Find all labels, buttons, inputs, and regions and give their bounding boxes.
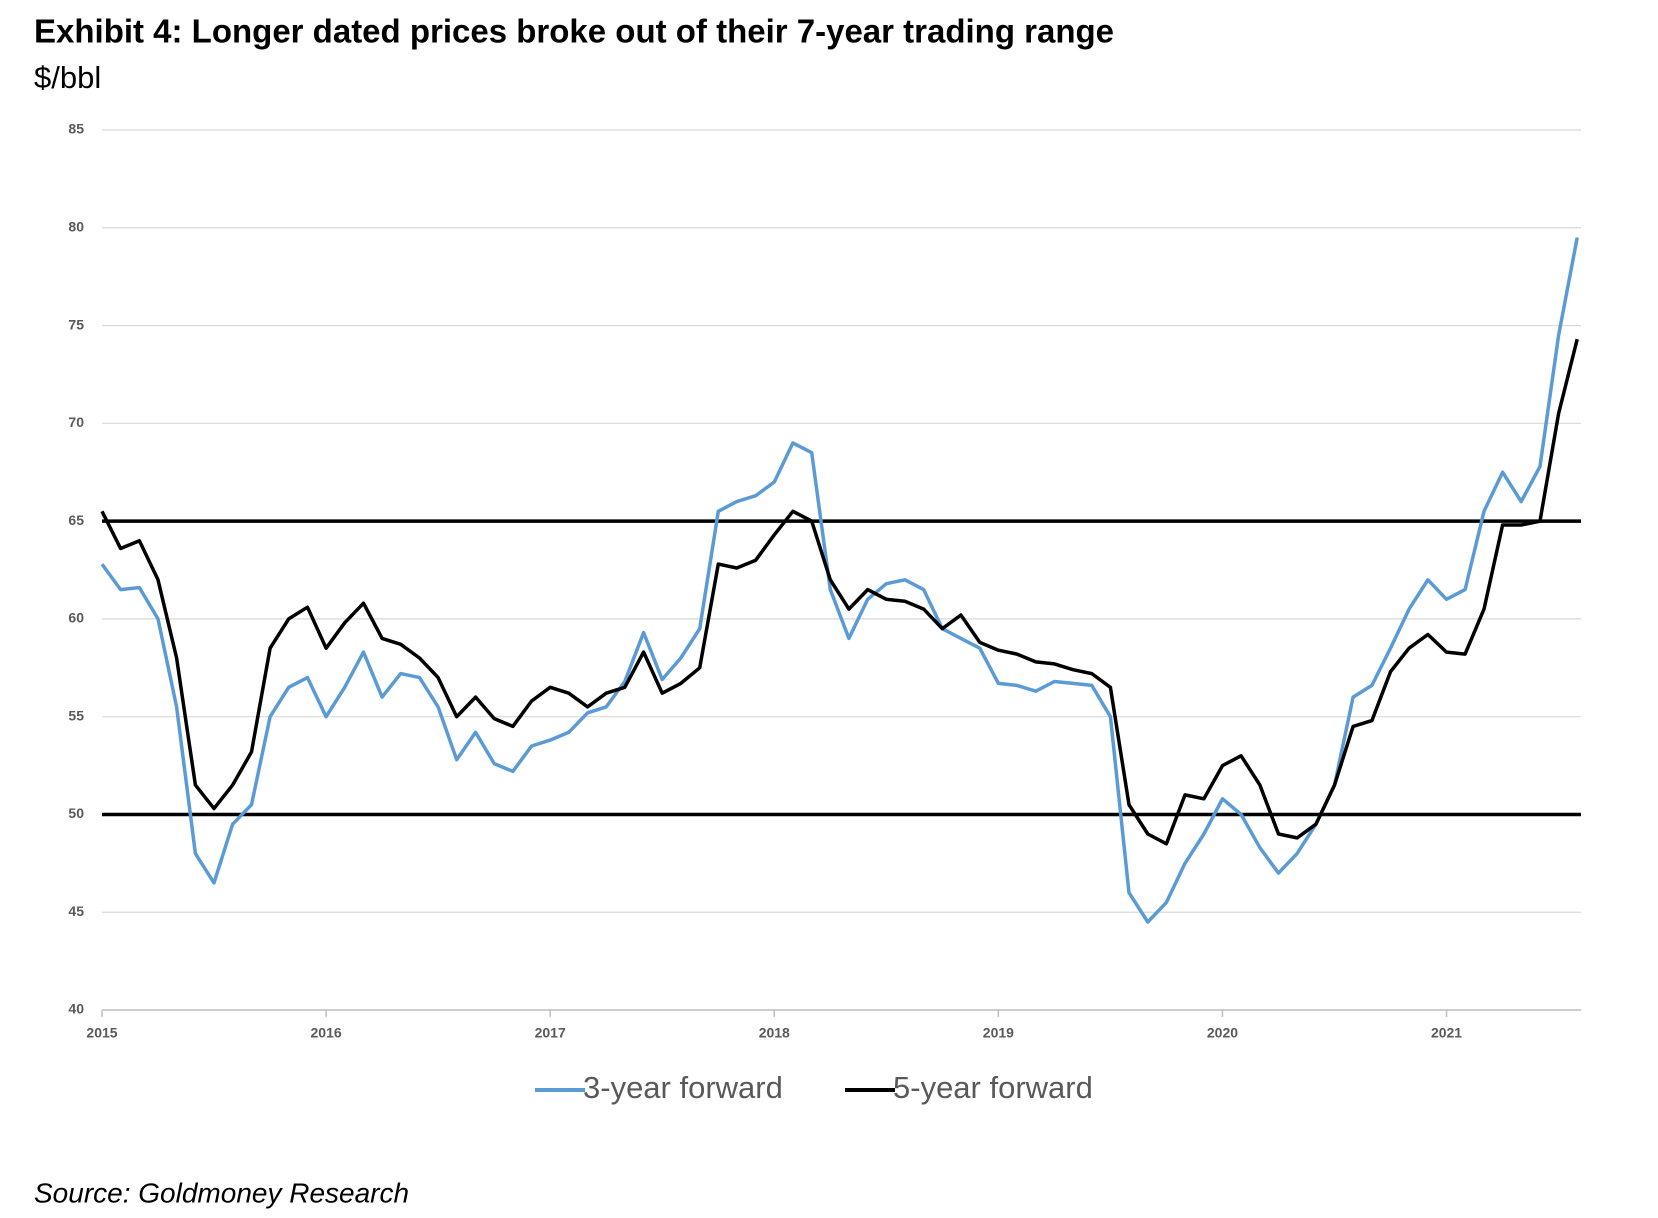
chart-subtitle: $/bbl (34, 60, 101, 95)
y-tick-label: 75 (68, 316, 84, 332)
y-tick-label: 55 (68, 707, 84, 723)
y-tick-label: 70 (68, 414, 84, 430)
y-tick-label: 60 (68, 610, 84, 626)
series-line (100, 237, 1579, 924)
y-tick-label: 65 (68, 512, 84, 528)
x-tick-label: 2016 (311, 1025, 342, 1041)
chart-title: Exhibit 4: Longer dated prices broke out… (34, 13, 1114, 50)
x-tick-label: 2021 (1431, 1025, 1462, 1041)
series-line (100, 338, 1579, 846)
x-tick-label: 2017 (535, 1025, 566, 1041)
y-tick-label: 85 (68, 121, 84, 137)
x-tick-label: 2020 (1207, 1025, 1238, 1041)
y-tick-label: 40 (68, 1001, 84, 1017)
legend-label: 5-year forward (893, 1070, 1093, 1105)
legend-label: 3-year forward (583, 1070, 783, 1105)
y-tick-label: 45 (68, 903, 84, 919)
x-tick-label: 2019 (983, 1025, 1014, 1041)
y-tick-label: 80 (68, 218, 84, 234)
x-tick-label: 2015 (86, 1025, 117, 1041)
x-tick-label: 2018 (759, 1025, 790, 1041)
y-tick-label: 50 (68, 805, 84, 821)
source-note: Source: Goldmoney Research (34, 1177, 409, 1208)
